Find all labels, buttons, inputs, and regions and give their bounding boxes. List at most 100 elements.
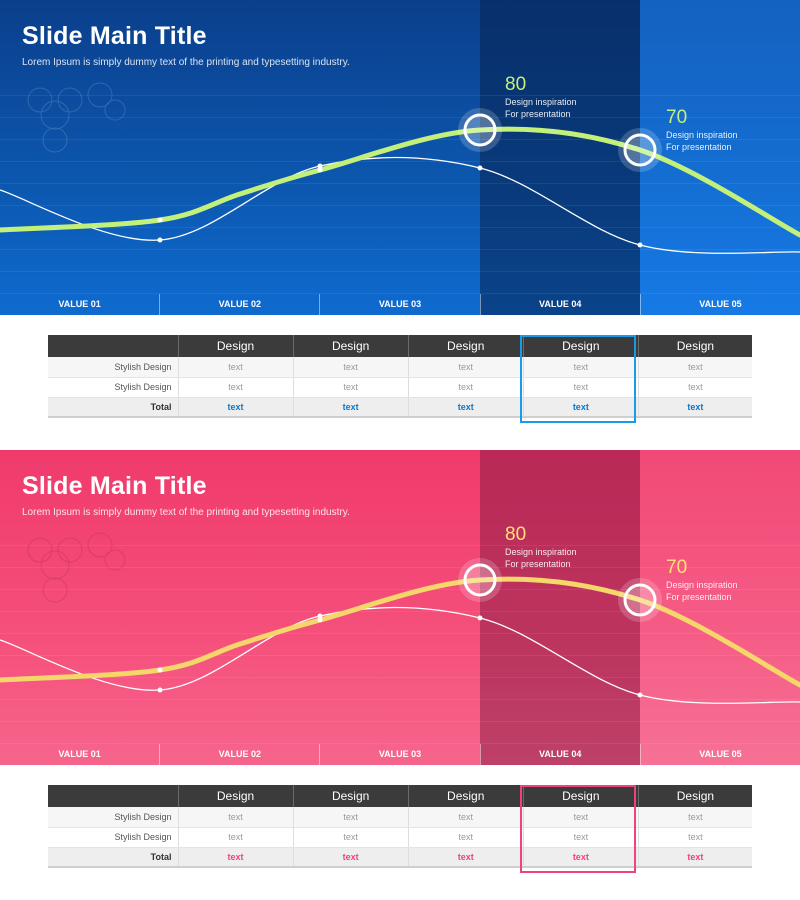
background-stripes bbox=[0, 545, 800, 745]
total-cell: text bbox=[407, 397, 524, 418]
callout-value-05: 70 Design inspiration For presentation bbox=[666, 557, 738, 603]
table-row: Stylish Design text text text text text bbox=[48, 807, 752, 828]
table-cell: text bbox=[292, 377, 409, 398]
table-cell: text bbox=[292, 827, 409, 848]
x-tick-label: VALUE 04 bbox=[479, 744, 640, 765]
table-header-cell: Design bbox=[292, 785, 409, 807]
data-point bbox=[157, 687, 163, 693]
callout-value-04: 80 Design inspiration For presentation bbox=[505, 74, 577, 120]
x-tick-label: VALUE 02 bbox=[159, 294, 319, 315]
data-point-marker bbox=[463, 563, 497, 597]
table-cell: text bbox=[522, 827, 639, 848]
data-point bbox=[317, 167, 323, 173]
callout-number: 70 bbox=[666, 557, 688, 578]
table-header-cell: Design bbox=[407, 335, 524, 357]
highlight-column-frame bbox=[520, 335, 636, 423]
row-label: Stylish Design bbox=[48, 357, 178, 378]
slide-subtitle: Lorem Ipsum is simply dummy text of the … bbox=[22, 57, 350, 68]
chart-slide-pink: Slide Main Title Lorem Ipsum is simply d… bbox=[0, 450, 800, 765]
table-header-cell: Design bbox=[637, 335, 752, 357]
total-cell: text bbox=[522, 847, 639, 868]
slide-title: Slide Main Title bbox=[22, 22, 207, 50]
table-header-row: Design Design Design Design Design bbox=[48, 785, 752, 807]
flower-decoration-icon bbox=[27, 532, 126, 603]
row-label: Stylish Design bbox=[48, 377, 178, 398]
table-cell: text bbox=[522, 357, 639, 378]
total-cell: text bbox=[292, 397, 409, 418]
data-point bbox=[637, 692, 643, 698]
table-header-cell: Design bbox=[522, 785, 639, 807]
row-label: Total bbox=[48, 847, 178, 868]
table-header-cell bbox=[48, 785, 178, 807]
x-tick-label: VALUE 01 bbox=[58, 299, 101, 309]
data-point bbox=[637, 242, 643, 248]
table-total-row: Total text text text text text bbox=[48, 397, 752, 418]
row-label: Stylish Design bbox=[48, 807, 178, 828]
row-label: Total bbox=[48, 397, 178, 418]
table-header-cell: Design bbox=[292, 335, 409, 357]
total-cell: text bbox=[177, 397, 294, 418]
table-header-cell bbox=[48, 335, 178, 357]
x-axis: VALUE 01 VALUE 02 VALUE 03 VALUE 04 VALU… bbox=[0, 744, 800, 765]
callout-line2: For presentation bbox=[505, 559, 571, 569]
table-cell: text bbox=[522, 807, 639, 828]
table-cell: text bbox=[637, 807, 752, 828]
table-cell: text bbox=[407, 827, 524, 848]
row-label: Stylish Design bbox=[48, 827, 178, 848]
table-cell: text bbox=[177, 827, 294, 848]
line-chart bbox=[0, 82, 800, 254]
data-point bbox=[157, 667, 163, 673]
table-cell: text bbox=[177, 377, 294, 398]
data-point bbox=[317, 617, 323, 623]
callout-line1: Design inspiration bbox=[505, 97, 577, 107]
x-tick-label: VALUE 04 bbox=[479, 294, 640, 315]
slide-title: Slide Main Title bbox=[22, 472, 207, 500]
table-row: Stylish Design text text text text text bbox=[48, 377, 752, 398]
total-cell: text bbox=[177, 847, 294, 868]
total-cell: text bbox=[637, 847, 752, 868]
table-cell: text bbox=[522, 377, 639, 398]
table-header-cell: Design bbox=[407, 785, 524, 807]
background-stripes bbox=[0, 95, 800, 295]
total-cell: text bbox=[637, 397, 752, 418]
data-table-blue: Design Design Design Design Design Styli… bbox=[48, 335, 752, 423]
highlight-band-value-05 bbox=[640, 0, 800, 315]
highlight-band-value-04 bbox=[480, 450, 640, 765]
table-header-cell: Design bbox=[637, 785, 752, 807]
table-cell: text bbox=[177, 807, 294, 828]
callout-value-05: 70 Design inspiration For presentation bbox=[666, 107, 738, 153]
callout-line1: Design inspiration bbox=[666, 580, 738, 590]
data-point bbox=[157, 237, 163, 243]
x-tick-label: VALUE 05 bbox=[639, 294, 800, 315]
total-cell: text bbox=[407, 847, 524, 868]
x-tick-label: VALUE 01 bbox=[58, 749, 101, 759]
highlight-column-frame bbox=[520, 785, 636, 873]
table-cell: text bbox=[292, 357, 409, 378]
callout-line1: Design inspiration bbox=[666, 130, 738, 140]
table-cell: text bbox=[177, 357, 294, 378]
table-cell: text bbox=[637, 827, 752, 848]
table-row: Stylish Design text text text text text bbox=[48, 357, 752, 378]
series-line-secondary bbox=[0, 156, 800, 254]
table-header-cell: Design bbox=[177, 335, 294, 357]
highlight-band-value-04 bbox=[480, 0, 640, 315]
table-cell: text bbox=[637, 357, 752, 378]
callout-number: 80 bbox=[505, 524, 527, 545]
data-point bbox=[477, 615, 483, 621]
callout-line2: For presentation bbox=[666, 592, 732, 602]
data-point-marker bbox=[463, 113, 497, 147]
series-line-secondary bbox=[0, 606, 800, 704]
x-tick-label: VALUE 02 bbox=[159, 744, 319, 765]
callout-number: 80 bbox=[505, 74, 527, 95]
callout-value-04: 80 Design inspiration For presentation bbox=[505, 524, 577, 570]
callout-number: 70 bbox=[666, 107, 688, 128]
table-cell: text bbox=[292, 807, 409, 828]
table-cell: text bbox=[407, 807, 524, 828]
data-point bbox=[317, 163, 323, 169]
table-header-cell: Design bbox=[522, 335, 639, 357]
total-cell: text bbox=[522, 397, 639, 418]
data-point-marker bbox=[623, 133, 657, 167]
chart-slide-blue: Slide Main Title Lorem Ipsum is simply d… bbox=[0, 0, 800, 315]
callout-line2: For presentation bbox=[505, 109, 571, 119]
x-tick-label: VALUE 05 bbox=[639, 744, 800, 765]
